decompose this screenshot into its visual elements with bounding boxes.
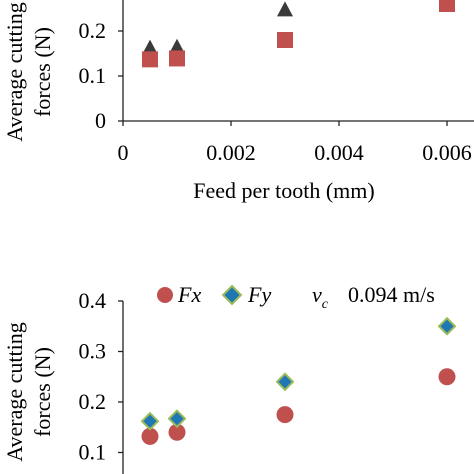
legend-vc-symbol: vc: [312, 282, 329, 312]
bottom-y-label-line1: Average cutting: [2, 322, 27, 461]
top-triangle-point: [277, 1, 293, 17]
top-square-point: [439, 0, 455, 12]
legend-fy-marker: [221, 284, 243, 306]
top-square-point: [169, 50, 185, 67]
bottom-chart: Fx Fy vc 0.094 m/s Average cutting force…: [2, 282, 457, 474]
legend: Fx Fy vc 0.094 m/s: [157, 282, 435, 312]
legend-fx-marker: [157, 287, 173, 303]
top-x-tick-label: 0.006: [422, 140, 472, 165]
top-y-tick-label: 0: [95, 108, 106, 133]
bottom-y-tick-label: 0.3: [79, 339, 107, 364]
bottom-y-tick-label: 0.1: [79, 440, 107, 465]
top-x-tick-label: 0.002: [206, 140, 256, 165]
top-plot-area: 0 0.1 0.2 0 0.002 0.004 0.006: [79, 0, 474, 165]
top-square-point: [277, 32, 293, 48]
bottom-y-tick-label: 0.4: [79, 288, 107, 313]
top-triangle-point: [142, 39, 158, 55]
bottom-y-label-line2: forces (N): [30, 347, 55, 437]
top-square-point: [142, 51, 158, 68]
fx-point: [276, 406, 294, 424]
top-x-label: Feed per tooth (mm): [193, 178, 374, 203]
top-chart: Average cutting forces (N) 0 0.1 0.2 0 0.002…: [2, 0, 474, 203]
top-y-tick-label: 0.2: [79, 18, 107, 43]
fy-point: [140, 411, 160, 431]
fx-point: [141, 427, 159, 445]
legend-fy-label: Fy: [247, 282, 271, 307]
fx-point: [438, 368, 456, 386]
top-x-tick-label: 0: [118, 140, 129, 165]
top-y-tick-label: 0.1: [79, 63, 107, 88]
top-y-label-line1: Average cutting: [2, 2, 27, 141]
legend-fx-label: Fx: [177, 282, 201, 307]
top-x-tick-label: 0.004: [314, 140, 364, 165]
fx-point: [168, 423, 186, 441]
legend-vc-value: 0.094 m/s: [348, 282, 435, 307]
fy-point: [275, 372, 295, 392]
top-triangle-point: [169, 38, 185, 54]
bottom-plot-area: 0.1 0.2 0.3 0.4: [79, 288, 457, 474]
bottom-y-tick-label: 0.2: [79, 389, 107, 414]
top-y-label-line2: forces (N): [30, 27, 55, 117]
fy-point: [437, 316, 457, 336]
fy-point: [167, 409, 187, 429]
